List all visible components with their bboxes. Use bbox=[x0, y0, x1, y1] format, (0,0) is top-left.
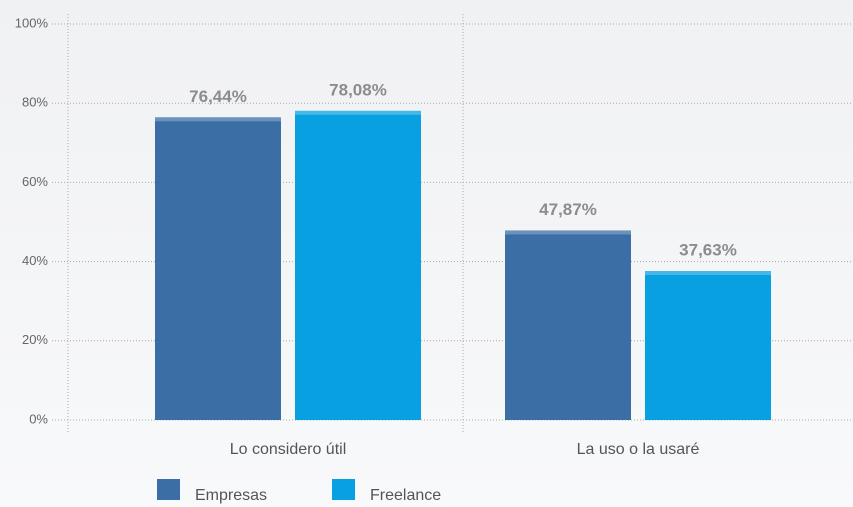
data-label: 78,08% bbox=[329, 80, 387, 99]
bar bbox=[645, 270, 771, 420]
y-tick-label: 100% bbox=[15, 15, 49, 30]
data-label: 47,87% bbox=[539, 200, 597, 219]
bar bbox=[505, 230, 631, 420]
legend-swatch bbox=[157, 479, 180, 500]
y-tick-label: 40% bbox=[22, 253, 48, 268]
legend-label: Freelance bbox=[370, 487, 441, 504]
data-label: 76,44% bbox=[189, 87, 247, 106]
y-tick-label: 60% bbox=[22, 174, 48, 189]
bar-highlight bbox=[645, 270, 771, 275]
legend-label: Empresas bbox=[195, 487, 267, 504]
legend-swatch bbox=[332, 479, 355, 500]
data-label: 37,63% bbox=[679, 240, 737, 259]
y-tick-label: 20% bbox=[22, 332, 48, 347]
bar-highlight bbox=[155, 117, 281, 122]
bar-highlight bbox=[295, 110, 421, 115]
bar bbox=[295, 110, 421, 421]
y-tick-label: 80% bbox=[22, 95, 48, 110]
bar-highlight bbox=[505, 230, 631, 235]
y-tick-label: 0% bbox=[29, 411, 48, 426]
x-tick-label: La uso o la usaré bbox=[577, 441, 700, 458]
x-tick-label: Lo considero útil bbox=[230, 441, 347, 458]
bar bbox=[155, 117, 281, 420]
